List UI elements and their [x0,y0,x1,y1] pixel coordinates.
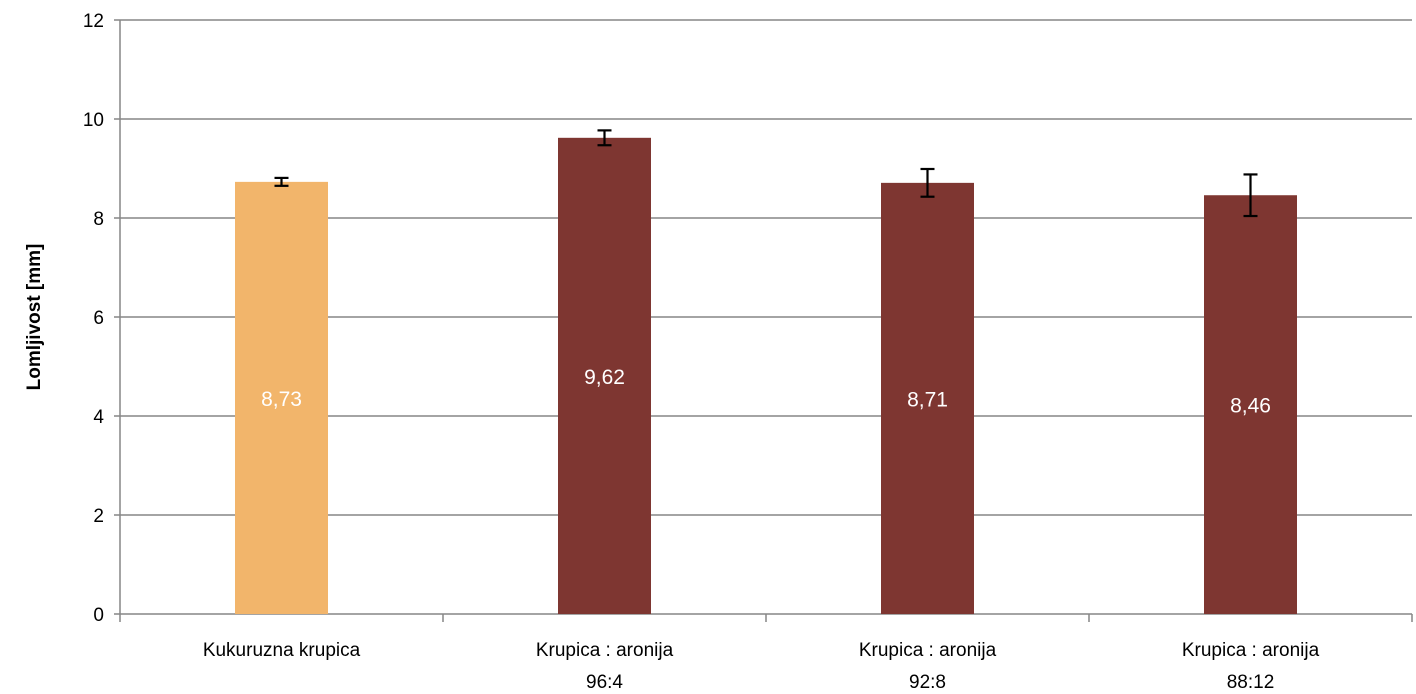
y-axis-title: Lomljivost [mm] [24,244,45,391]
x-category-label: Krupica : aronija [1182,640,1320,661]
error-bar [1243,173,1258,218]
y-tick-label: 6 [93,308,104,329]
axes [114,19,1413,622]
bar [1204,195,1297,615]
y-tick-labels: 0 2 4 6 8 10 12 [83,11,105,626]
y-tick-label: 8 [93,209,104,230]
x-category-label: 96:4 [586,672,623,693]
bar [558,137,651,614]
x-category-label: Krupica : aronija [536,640,674,661]
data-labels: 8,73 9,62 8,71 8,46 [261,366,1271,418]
error-bar [920,167,935,198]
bar [881,182,974,615]
y-tick-label: 0 [93,605,104,626]
data-label: 8,71 [907,388,948,411]
error-bar [597,129,612,147]
bar [235,181,328,615]
x-category-label: Krupica : aronija [859,640,997,661]
bars [235,137,1297,615]
error-bar [274,176,289,187]
data-label: 9,62 [584,366,625,389]
y-tick-label: 12 [83,11,104,32]
data-label: 8,73 [261,388,302,411]
x-category-label: 92:8 [909,672,946,693]
x-category-label: Kukuruzna krupica [203,640,361,661]
gridlines [120,19,1412,516]
y-tick-label: 4 [93,407,104,428]
data-label: 8,46 [1230,395,1271,418]
y-tick-label: 2 [93,506,104,527]
y-tick-label: 10 [83,110,104,131]
x-category-labels: Kukuruzna krupica Krupica : aronija 96:4 Kr… [203,640,1320,693]
error-bars [274,129,1258,218]
x-category-label: 88:12 [1227,672,1275,693]
